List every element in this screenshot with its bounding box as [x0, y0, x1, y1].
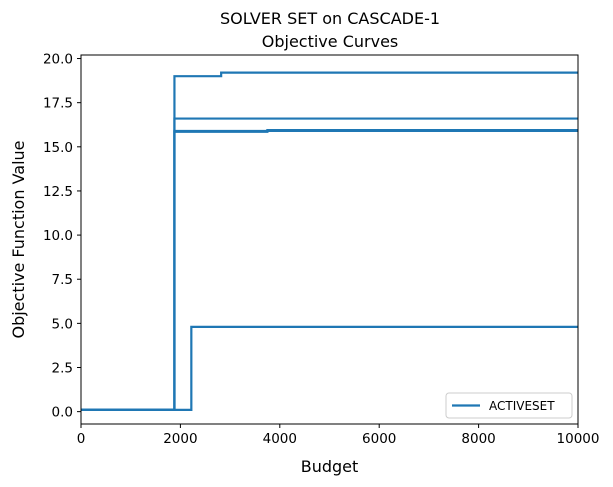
x-tick-label: 4000: [263, 431, 297, 447]
x-axis-label: Budget: [301, 457, 359, 476]
x-axis-ticks: 0 2000 4000 6000 8000 10000: [77, 424, 600, 447]
y-axis-ticks: 0.0 2.5 5.0 7.5 10.0 12.5 15.0 17.5 20.0: [43, 52, 81, 421]
chart-title-line-2: Objective Curves: [262, 32, 399, 51]
y-tick-label: 12.5: [43, 184, 73, 200]
y-tick-label: 0.0: [52, 405, 73, 421]
x-tick-label: 6000: [362, 431, 396, 447]
x-tick-label: 2000: [163, 431, 197, 447]
y-tick-label: 10.0: [43, 228, 73, 244]
series-line-2: [81, 117, 578, 411]
y-axis-label: Objective Function Value: [9, 140, 28, 338]
y-tick-label: 2.5: [52, 361, 73, 377]
legend-box: [445, 392, 573, 419]
y-tick-label: 5.0: [52, 316, 73, 332]
y-tick-label: 15.0: [43, 140, 73, 156]
x-tick-label: 8000: [461, 431, 495, 447]
y-tick-label: 17.5: [43, 96, 73, 112]
y-tick-label: 7.5: [52, 272, 73, 288]
legend-label-activeset: ACTIVESET: [489, 399, 555, 413]
plot-frame: [80, 54, 579, 425]
x-tick-label: 10000: [557, 431, 600, 447]
series-line-5: [81, 325, 578, 411]
series-line-4: [81, 129, 578, 411]
series-line-1: [81, 71, 578, 411]
legend: ACTIVESET: [445, 392, 573, 419]
x-tick-label: 0: [77, 431, 86, 447]
series-line-3: [81, 128, 578, 411]
series-group: [81, 71, 578, 411]
y-tick-label: 20.0: [43, 52, 73, 68]
chart-title-line-1: SOLVER SET on CASCADE-1: [220, 9, 440, 28]
